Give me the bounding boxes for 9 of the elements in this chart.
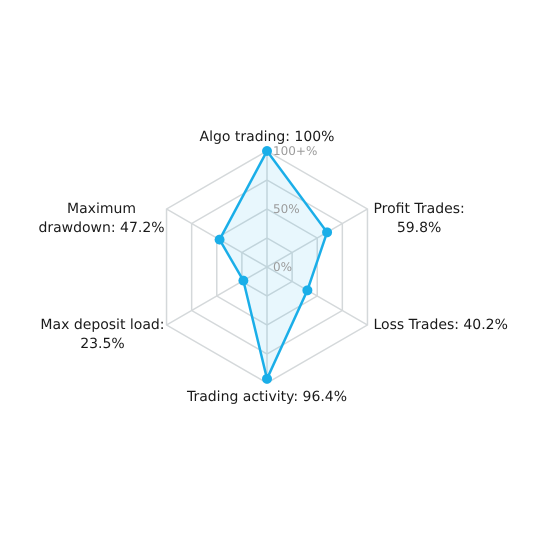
spoke-label: Max deposit load: 23.5% [40, 317, 165, 352]
spoke-label: Trading activity: 96.4% [186, 389, 348, 405]
spoke-label: Loss Trades: 40.2% [373, 317, 508, 333]
y-tick-label: 100+% [273, 144, 318, 158]
spoke-label: Maximum drawdown: 47.2% [38, 201, 165, 236]
y-tick-label: 50% [273, 202, 300, 216]
y-tick-label: 0% [273, 260, 292, 274]
spoke-label: Profit Trades: 59.8% [373, 201, 465, 236]
spoke-label: Algo trading: 100% [200, 129, 334, 145]
